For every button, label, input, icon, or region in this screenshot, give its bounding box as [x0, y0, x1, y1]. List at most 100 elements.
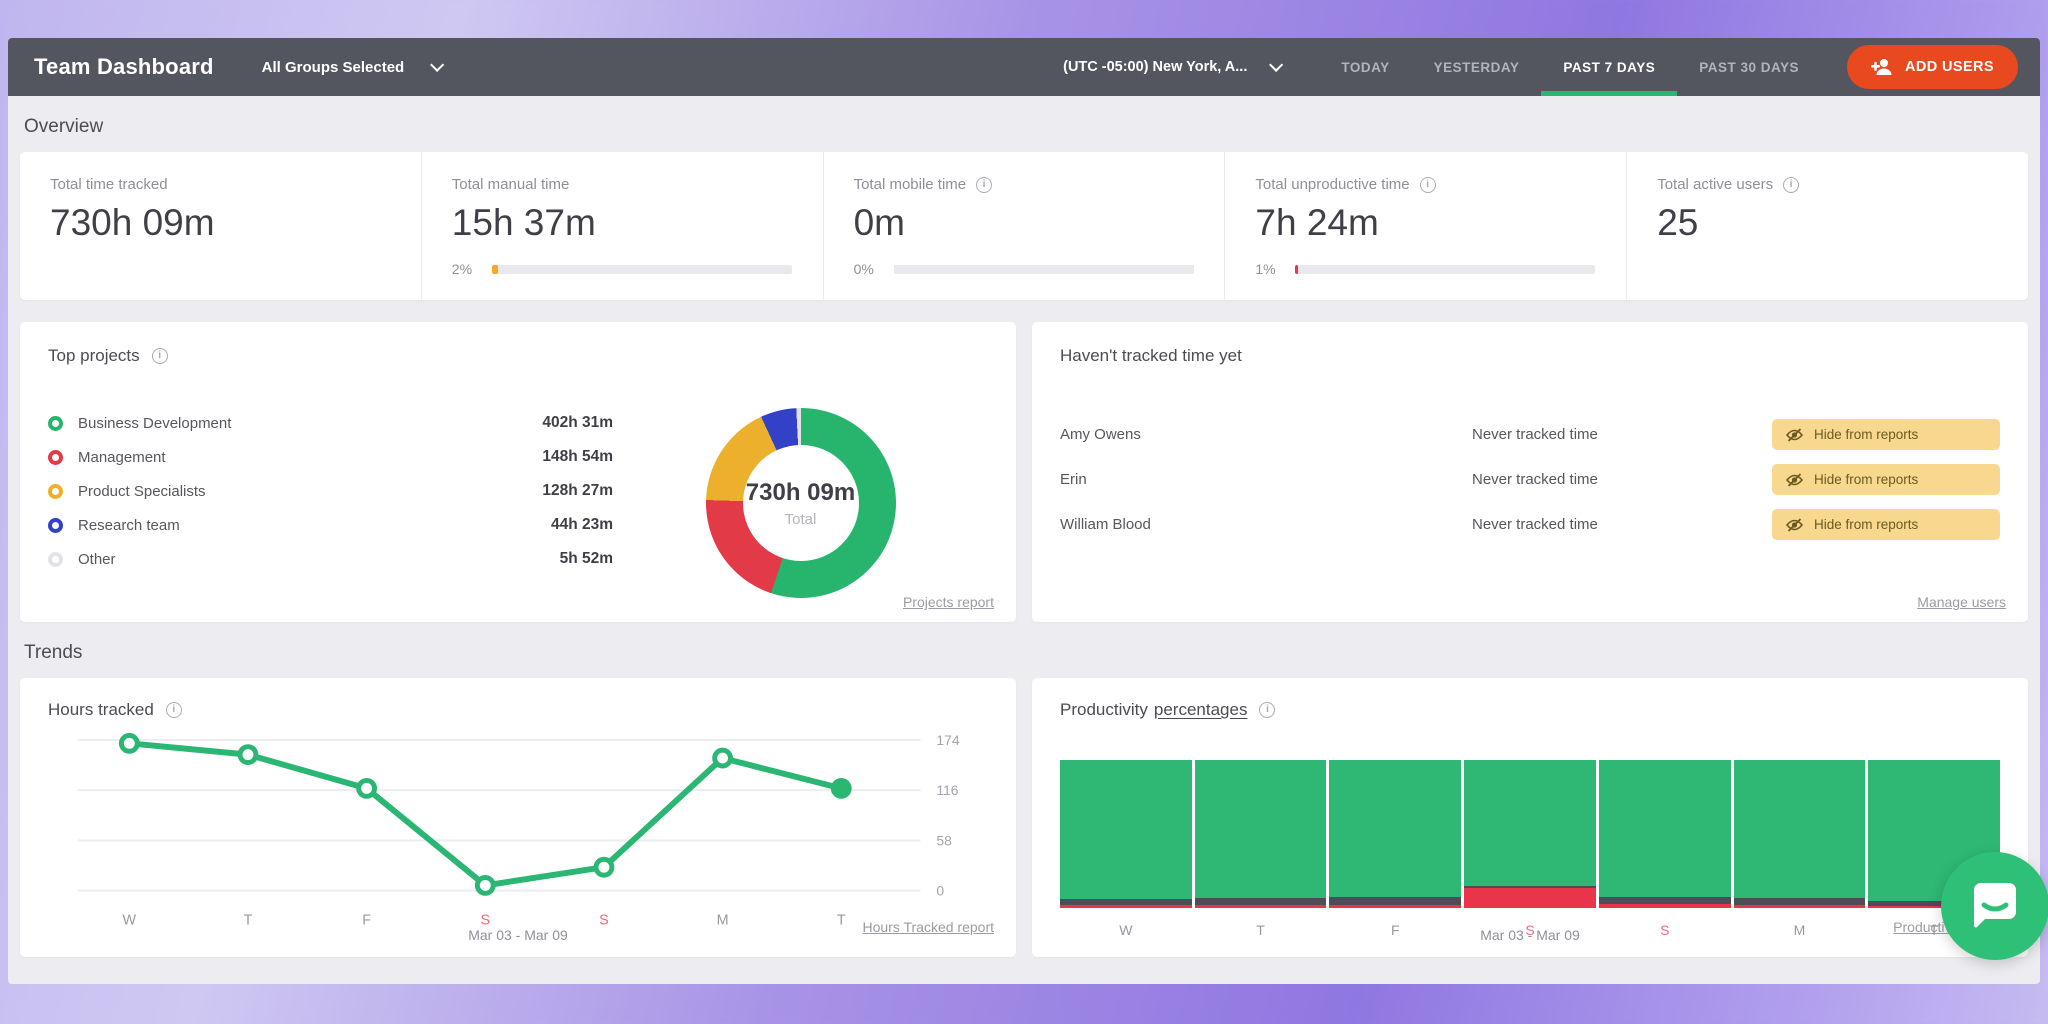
add-users-label: ADD USERS	[1905, 59, 1994, 75]
overview-progress-track	[491, 264, 792, 274]
hours-line	[126, 740, 845, 889]
tab-today[interactable]: TODAY	[1341, 59, 1390, 75]
project-color-ring-icon	[48, 517, 63, 533]
overview-card: Total manual time 15h 37m 2%	[420, 152, 823, 300]
project-time: 148h 54m	[542, 448, 613, 465]
data-point-marker	[474, 874, 496, 896]
info-icon[interactable]	[151, 348, 168, 364]
overview-progress-track	[893, 264, 1194, 274]
untracked-row: Erin Never tracked time Hide from reports	[1060, 457, 2000, 502]
untracked-card: Haven't tracked time yet Amy Owens Never …	[1032, 322, 2028, 622]
overview-card: Total active users 25	[1626, 152, 2028, 300]
chevron-down-icon	[1269, 57, 1284, 72]
info-icon[interactable]	[1783, 176, 1800, 193]
add-users-button[interactable]: ADD USERS	[1847, 45, 2018, 89]
bar-segment-unproductive	[1464, 888, 1596, 908]
productivity-title-underlined: percentages	[1153, 700, 1248, 719]
bar-segment-productive	[1733, 760, 1866, 899]
manage-users-link[interactable]: Manage users	[1917, 594, 2006, 610]
overview-card-value: 730h 09m	[50, 202, 215, 243]
overview-card-label: Total active users	[1657, 176, 1774, 193]
eye-off-icon	[1786, 517, 1803, 532]
productivity-date-range: Mar 03 - Mar 09	[1480, 927, 1580, 943]
dashboard-window: Team Dashboard All Groups Selected (UTC …	[8, 38, 2040, 984]
bar-segment-unproductive	[1194, 905, 1327, 908]
overview-progress: 1%	[1255, 261, 1596, 277]
bar-segment-productive	[1464, 760, 1596, 886]
bar-segment-productive	[1598, 760, 1731, 897]
tab-past-7-days[interactable]: PAST 7 DAYS	[1541, 38, 1678, 96]
project-name: Other	[78, 550, 116, 568]
page-title: Team Dashboard	[34, 54, 214, 79]
overview-card-label: Total unproductive time	[1255, 176, 1410, 193]
project-row: Product Specialists 128h 27m	[48, 474, 613, 508]
info-icon[interactable]	[1419, 176, 1436, 193]
bar-segment-neutral	[1868, 901, 2001, 906]
bar-segment-unproductive	[1733, 905, 1866, 908]
x-tick-label: S	[599, 912, 609, 928]
productivity-bar	[1598, 760, 1731, 908]
overview-card: Total mobile time 0m 0%	[822, 152, 1225, 300]
bar-segment-productive	[1194, 760, 1327, 899]
info-icon[interactable]	[165, 702, 182, 718]
overview-card-label-row: Total active users	[1657, 176, 1998, 193]
overview-progress-fill	[491, 264, 498, 274]
tab-past-30-days[interactable]: PAST 30 DAYS	[1699, 59, 1799, 75]
overview-card-value: 0m	[853, 202, 905, 243]
tracking-status: Never tracked time	[1472, 471, 1598, 488]
x-tick-label: T	[1929, 922, 1939, 938]
hide-from-reports-button[interactable]: Hide from reports	[1772, 509, 2000, 540]
hours-chart-svg: 174 116 58 0 W T F S S M T	[77, 732, 960, 928]
projects-report-link[interactable]: Projects report	[902, 594, 994, 610]
overview-card-value: 15h 37m	[451, 202, 596, 243]
x-tick-label: M	[1793, 922, 1806, 938]
data-point-marker	[237, 744, 259, 766]
donut-center: 730h 09m Total	[742, 445, 859, 561]
tab-yesterday[interactable]: YESTERDAY	[1433, 59, 1520, 75]
data-point-marker	[118, 732, 140, 754]
overview-heading: Overview	[24, 116, 104, 137]
x-tick-label: T	[1256, 922, 1265, 938]
donut-total-value: 730h 09m	[745, 478, 856, 506]
hide-from-reports-button[interactable]: Hide from reports	[1772, 419, 2000, 450]
hide-from-reports-button[interactable]: Hide from reports	[1772, 464, 2000, 495]
productivity-bar-chart	[1060, 760, 2001, 908]
info-icon[interactable]	[976, 176, 993, 193]
overview-card-label-row: Total unproductive time	[1255, 176, 1596, 193]
productivity-title-prefix: Productivity	[1060, 700, 1148, 719]
timezone-selector[interactable]: (UTC -05:00) New York, A...	[1063, 38, 1284, 96]
project-name: Research team	[78, 516, 180, 534]
chat-bubble-icon	[1974, 883, 2016, 928]
hours-report-link[interactable]: Hours Tracked report	[862, 919, 995, 935]
info-icon[interactable]	[1259, 702, 1276, 718]
hours-tracked-card: Hours tracked 174 116 58 0 W T F S S M T Mar 03 - …	[20, 678, 1016, 957]
bar-segment-unproductive	[1329, 905, 1462, 908]
eye-off-icon	[1786, 472, 1803, 487]
x-tick-label: F	[1391, 922, 1400, 938]
x-tick-label: S	[480, 912, 490, 928]
project-name: Business Development	[78, 414, 232, 432]
bar-segment-unproductive	[1868, 905, 2001, 908]
project-time: 128h 27m	[542, 482, 613, 499]
overview-progress-percent: 1%	[1255, 261, 1276, 277]
project-row: Other 5h 52m	[48, 542, 613, 576]
productivity-bar	[1194, 760, 1327, 908]
project-row: Management 148h 54m	[48, 440, 613, 474]
productivity-bar	[1329, 760, 1462, 908]
x-tick-label: T	[837, 912, 846, 928]
hours-tracked-title: Hours tracked	[48, 700, 154, 719]
untracked-title: Haven't tracked time yet	[1060, 346, 1242, 365]
groups-selector[interactable]: All Groups Selected	[262, 57, 445, 76]
hide-from-reports-label: Hide from reports	[1814, 472, 1919, 487]
hide-from-reports-label: Hide from reports	[1814, 427, 1919, 442]
chat-widget-button[interactable]	[1941, 852, 2048, 960]
bar-segment-neutral	[1464, 885, 1596, 889]
overview-progress-percent: 2%	[451, 261, 473, 277]
project-time: 402h 31m	[542, 414, 613, 431]
donut-total-label: Total	[784, 510, 817, 528]
overview-card-label-row: Total manual time	[452, 176, 793, 193]
project-color-ring-icon	[48, 449, 63, 465]
untracked-rows: Amy Owens Never tracked time Hide from rep…	[1060, 412, 2000, 547]
x-tick-label: M	[717, 912, 729, 928]
